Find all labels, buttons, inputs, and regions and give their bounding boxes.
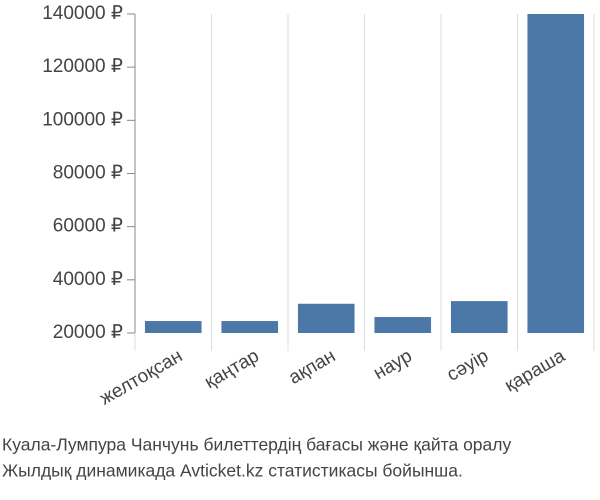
bar xyxy=(527,14,585,333)
x-tick-label: наур xyxy=(370,345,416,384)
caption-line: Куала-Лумпура Чанчунь билеттердің бағасы… xyxy=(2,435,511,455)
caption-line: Жылдық динамикада Avticket.kz статистика… xyxy=(2,461,463,481)
x-tick-label: сәуір xyxy=(443,345,492,385)
x-tick-label: ақпан xyxy=(285,345,339,388)
y-tick-label: 60000 ₽ xyxy=(53,216,123,237)
y-tick-label: 40000 ₽ xyxy=(53,269,123,290)
bar xyxy=(374,317,432,333)
bar xyxy=(221,321,279,333)
y-tick-label: 80000 ₽ xyxy=(53,163,123,184)
bar xyxy=(450,301,508,333)
bar xyxy=(297,303,355,333)
x-tick-label: желтоқсан xyxy=(96,345,186,409)
bar xyxy=(144,321,202,333)
x-tick-label: қараша xyxy=(501,345,569,396)
y-tick-label: 20000 ₽ xyxy=(53,322,123,343)
y-tick-label: 140000 ₽ xyxy=(42,3,123,24)
y-tick-label: 100000 ₽ xyxy=(42,109,123,130)
y-tick-label: 120000 ₽ xyxy=(42,56,123,77)
x-tick-label: қаңтар xyxy=(201,345,263,393)
